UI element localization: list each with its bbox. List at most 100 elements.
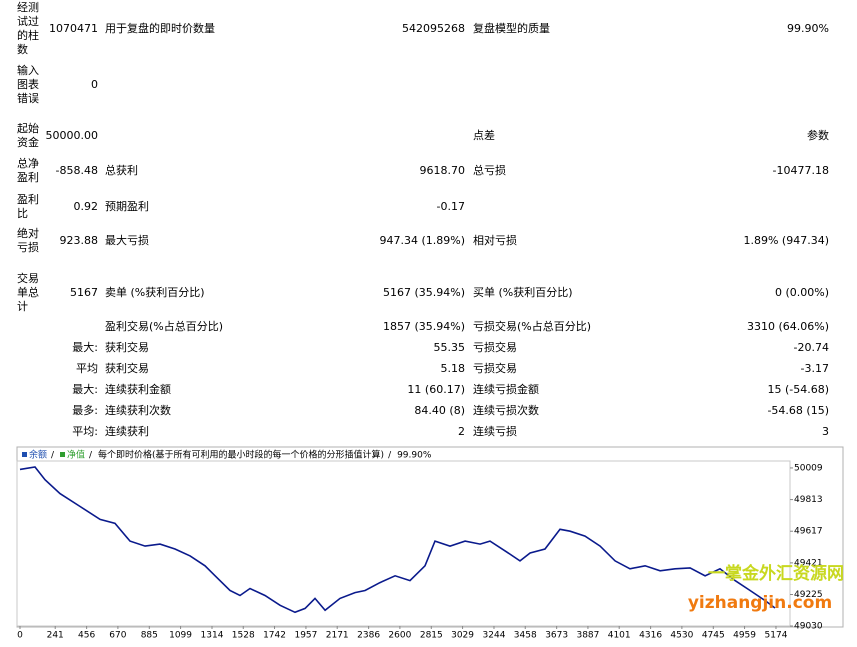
x-tick-label: 4959: [733, 631, 756, 641]
x-tick-label: 4745: [702, 631, 725, 641]
table-label: 交易单总计: [17, 272, 39, 313]
table-label: 输入图表错误: [17, 64, 39, 105]
table-name2: 连续亏损次数: [473, 404, 539, 417]
table-name2: 相对亏损: [473, 234, 517, 247]
table-value1: 2: [458, 425, 465, 438]
table-value: 923.88: [59, 234, 99, 247]
table-value: 最大:: [72, 383, 98, 396]
x-tick-label: 2600: [388, 631, 411, 641]
table-name2: 点差: [473, 129, 495, 142]
chart-subtitle: 每个即时价格(基于所有可利用的最小时段的每一个价格的分形插值计算): [98, 449, 384, 461]
table-value2: -3.17: [800, 362, 829, 375]
table-label: 起始资金: [17, 122, 39, 149]
table-value1: 542095268: [402, 22, 465, 35]
x-tick-label: 2386: [357, 631, 380, 641]
table-name2: 连续亏损金额: [473, 383, 539, 396]
table-value1: 1857 (35.94%): [382, 320, 465, 333]
table-value2: 参数: [807, 129, 829, 142]
x-tick-label: 5174: [765, 631, 788, 641]
table-name1: 盈利交易(%占总百分比): [105, 320, 224, 333]
table-value1: 947.34 (1.89%): [379, 234, 465, 247]
table-value2: -20.74: [793, 341, 829, 354]
table-label: 盈利比: [17, 193, 39, 220]
table-value2: 3: [822, 425, 829, 438]
table-value2: 0 (0.00%): [774, 286, 829, 299]
table-name1: 最大亏损: [105, 234, 149, 247]
table-value1: 9618.70: [419, 164, 466, 177]
x-tick-label: 3887: [576, 631, 599, 641]
table-name1: 卖单 (%获利百分比): [105, 286, 205, 299]
x-tick-label: 456: [78, 631, 95, 641]
watermark-text: yizhangjin.com: [688, 593, 832, 613]
table-name1: 获利交易: [105, 362, 149, 375]
table-value2: 1.89% (947.34): [743, 234, 829, 247]
y-tick-label: 50009: [794, 463, 823, 473]
separator: /: [388, 451, 392, 461]
legend-label: 余额: [29, 449, 47, 461]
x-tick-label: 3673: [545, 631, 568, 641]
y-tick-label: 49617: [794, 527, 823, 537]
table-value1: -0.17: [436, 200, 465, 213]
table-name1: 连续获利金额: [105, 383, 171, 396]
table-value2: -54.68 (15): [767, 404, 829, 417]
legend-label: 净值: [67, 449, 85, 461]
balance-line: [19, 466, 776, 614]
x-tick-label: 1314: [201, 631, 224, 641]
table-value1: 84.40 (8): [414, 404, 465, 417]
x-tick-label: 1742: [263, 631, 286, 641]
table-value2: 15 (-54.68): [767, 383, 829, 396]
legend-swatch: [60, 452, 66, 457]
table-value2: 3310 (64.06%): [746, 320, 829, 333]
table-name2: 亏损交易: [473, 362, 517, 375]
table-value: -858.48: [55, 164, 98, 177]
separator: /: [89, 451, 93, 461]
table-value: 5167: [70, 286, 98, 299]
legend-swatch: [22, 452, 27, 457]
table-value: 平均: [76, 362, 98, 375]
x-tick-label: 3458: [514, 631, 537, 641]
table-name1: 用于复盘的即时价数量: [105, 22, 215, 35]
table-value2: 99.90%: [787, 22, 829, 35]
table-value: 0.92: [73, 200, 99, 213]
x-tick-label: 2815: [420, 631, 443, 641]
table-label: 总净盈利: [17, 157, 39, 184]
x-tick-label: 4530: [670, 631, 693, 641]
x-tick-label: 0: [17, 631, 23, 641]
y-tick-label: 49225: [794, 590, 823, 600]
table-value1: 11 (60.17): [407, 383, 465, 396]
table-value: 最多:: [72, 404, 98, 417]
x-tick-label: 3244: [483, 631, 506, 641]
table-value: 最大:: [72, 341, 98, 354]
x-tick-label: 3029: [451, 631, 474, 641]
table-name2: 连续亏损: [473, 425, 517, 438]
table-value: 1070471: [49, 22, 98, 35]
x-tick-label: 241: [47, 631, 64, 641]
x-tick-label: 1099: [169, 631, 192, 641]
table-value2: -10477.18: [772, 164, 829, 177]
table-label: 经测试过的柱数: [17, 1, 39, 56]
x-tick-label: 4316: [639, 631, 662, 641]
table-value: 平均:: [72, 425, 98, 438]
watermark-text: 一掌金外汇资源网: [708, 563, 844, 584]
x-tick-label: 670: [109, 631, 126, 641]
y-tick-label: 49030: [794, 622, 823, 632]
table-name2: 亏损交易: [473, 341, 517, 354]
table-name1: 连续获利: [105, 425, 149, 438]
table-name1: 总获利: [105, 164, 138, 177]
table-name2: 亏损交易(%占总百分比): [473, 320, 592, 333]
table-name2: 总亏损: [473, 164, 506, 177]
separator: /: [51, 451, 55, 461]
table-label: 绝对亏损: [17, 227, 39, 254]
plot-area: [16, 460, 791, 627]
x-tick-label: 4101: [608, 631, 631, 641]
chart-annotation: 99.90%: [397, 451, 432, 461]
x-tick-label: 2171: [326, 631, 349, 641]
table-name1: 预期盈利: [105, 200, 149, 213]
x-tick-label: 1957: [294, 631, 317, 641]
y-tick-label: 49813: [794, 495, 823, 505]
table-value: 50000.00: [45, 129, 99, 142]
x-tick-label: 885: [141, 631, 158, 641]
table-name2: 复盘模型的质量: [473, 22, 550, 35]
